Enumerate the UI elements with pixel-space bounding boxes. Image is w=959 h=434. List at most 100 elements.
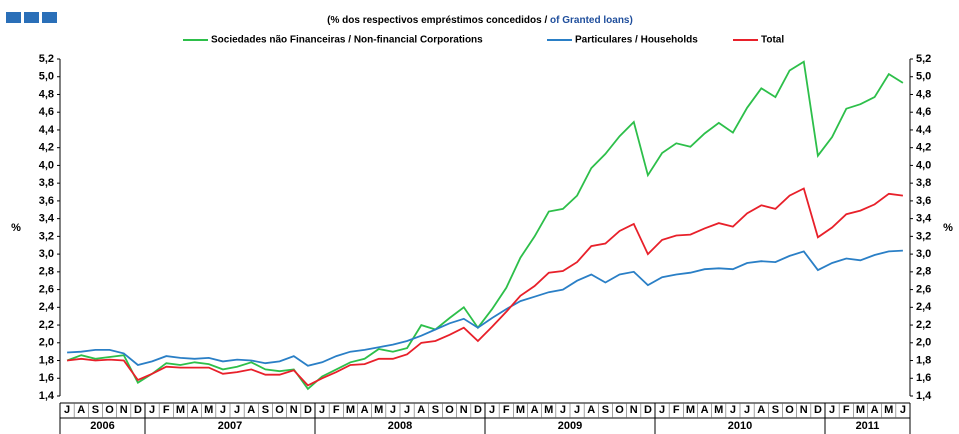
logo-square xyxy=(24,12,39,23)
x-tick-label: D xyxy=(474,404,482,416)
y-tick-label: 3,2 xyxy=(39,230,54,242)
x-tick-label: M xyxy=(714,404,723,416)
legend-label: Sociedades não Financeiras / Non-financi… xyxy=(211,35,483,46)
x-tick-label: J xyxy=(220,404,226,416)
x-tick-label: M xyxy=(374,404,383,416)
y2-tick-label: 2,2 xyxy=(916,319,931,331)
x-tick-label: S xyxy=(602,404,609,416)
y-tick-label: 3,4 xyxy=(39,213,55,225)
year-label: 2006 xyxy=(90,420,114,432)
y-tick-label: 2,4 xyxy=(39,301,55,313)
x-tick-label: D xyxy=(304,404,312,416)
x-tick-label: F xyxy=(333,404,340,416)
y-tick-label: 3,0 xyxy=(39,248,54,260)
x-tick-label: A xyxy=(871,404,879,416)
subtitle-en: of Granted loans) xyxy=(550,15,633,26)
y2-tick-label: 2,4 xyxy=(916,301,932,313)
x-tick-label: N xyxy=(630,404,638,416)
y-tick-label: 2,2 xyxy=(39,319,54,331)
y-tick-label: 4,6 xyxy=(39,106,54,118)
x-tick-label: A xyxy=(587,404,595,416)
series-line xyxy=(67,249,903,367)
y-tick-label: 5,0 xyxy=(39,71,54,83)
y2-tick-label: 2,0 xyxy=(916,337,931,349)
y-tick-label: 4,2 xyxy=(39,142,54,154)
x-tick-label: A xyxy=(247,404,255,416)
x-tick-label: J xyxy=(744,404,750,416)
y-tick-label: 3,6 xyxy=(39,195,54,207)
y-tick-label: 5,2 xyxy=(39,53,54,65)
y2-tick-label: 4,6 xyxy=(916,106,931,118)
x-tick-label: O xyxy=(615,404,624,416)
x-tick-label: J xyxy=(390,404,396,416)
x-tick-label: A xyxy=(757,404,765,416)
series-line xyxy=(66,60,904,391)
x-tick-label: J xyxy=(319,404,325,416)
x-tick-label: J xyxy=(730,404,736,416)
year-label: 2007 xyxy=(218,420,242,432)
y-tick-label: 2,6 xyxy=(39,283,54,295)
y2-tick-label: 2,6 xyxy=(916,283,931,295)
y2-tick-label: 1,4 xyxy=(916,390,932,402)
x-tick-label: F xyxy=(163,404,170,416)
y2-tick-label: 4,2 xyxy=(916,142,931,154)
y2-tick-label: 5,0 xyxy=(916,71,931,83)
x-tick-label: F xyxy=(843,404,850,416)
x-tick-label: N xyxy=(460,404,468,416)
x-tick-label: J xyxy=(574,404,580,416)
x-tick-label: S xyxy=(772,404,779,416)
x-tick-label: N xyxy=(800,404,808,416)
y-tick-label: 4,0 xyxy=(39,159,54,171)
x-tick-label: O xyxy=(445,404,454,416)
x-tick-label: J xyxy=(149,404,155,416)
logo-square xyxy=(6,12,21,23)
x-tick-label: J xyxy=(404,404,410,416)
x-tick-label: A xyxy=(191,404,199,416)
x-tick-label: A xyxy=(701,404,709,416)
y2-tick-label: 3,2 xyxy=(916,230,931,242)
x-tick-label: A xyxy=(417,404,425,416)
y2-tick-label: 4,4 xyxy=(916,124,932,136)
x-tick-label: J xyxy=(560,404,566,416)
x-tick-label: M xyxy=(856,404,865,416)
y-tick-label: 4,8 xyxy=(39,88,54,100)
x-tick-label: M xyxy=(516,404,525,416)
y2-tick-label: 1,8 xyxy=(916,354,931,366)
x-tick-label: J xyxy=(489,404,495,416)
x-tick-label: A xyxy=(531,404,539,416)
x-tick-label: J xyxy=(659,404,665,416)
y-tick-label: 1,6 xyxy=(39,372,54,384)
x-tick-label: J xyxy=(234,404,240,416)
y2-axis-label: % xyxy=(943,222,953,234)
x-tick-label: M xyxy=(346,404,355,416)
x-tick-label: M xyxy=(686,404,695,416)
year-label: 2009 xyxy=(558,420,582,432)
y2-tick-label: 4,0 xyxy=(916,159,931,171)
y-tick-label: 2,0 xyxy=(39,337,54,349)
y-tick-label: 2,8 xyxy=(39,266,54,278)
x-tick-label: J xyxy=(64,404,70,416)
year-label: 2008 xyxy=(388,420,412,432)
y-tick-label: 1,4 xyxy=(39,390,55,402)
x-tick-label: S xyxy=(92,404,99,416)
x-tick-label: F xyxy=(503,404,510,416)
y-tick-label: 4,4 xyxy=(39,124,55,136)
legend-label: Total xyxy=(761,35,784,46)
x-tick-label: A xyxy=(77,404,85,416)
y2-tick-label: 3,6 xyxy=(916,195,931,207)
series-line xyxy=(66,187,904,387)
y2-tick-label: 3,8 xyxy=(916,177,931,189)
x-tick-label: M xyxy=(204,404,213,416)
x-tick-label: M xyxy=(176,404,185,416)
y2-tick-label: 3,0 xyxy=(916,248,931,260)
year-label: 2010 xyxy=(728,420,752,432)
x-tick-label: J xyxy=(829,404,835,416)
x-tick-label: D xyxy=(644,404,652,416)
x-tick-label: F xyxy=(673,404,680,416)
x-tick-label: M xyxy=(884,404,893,416)
logo-square xyxy=(42,12,57,23)
x-tick-label: N xyxy=(120,404,128,416)
x-tick-label: S xyxy=(432,404,439,416)
y2-tick-label: 3,4 xyxy=(916,213,932,225)
